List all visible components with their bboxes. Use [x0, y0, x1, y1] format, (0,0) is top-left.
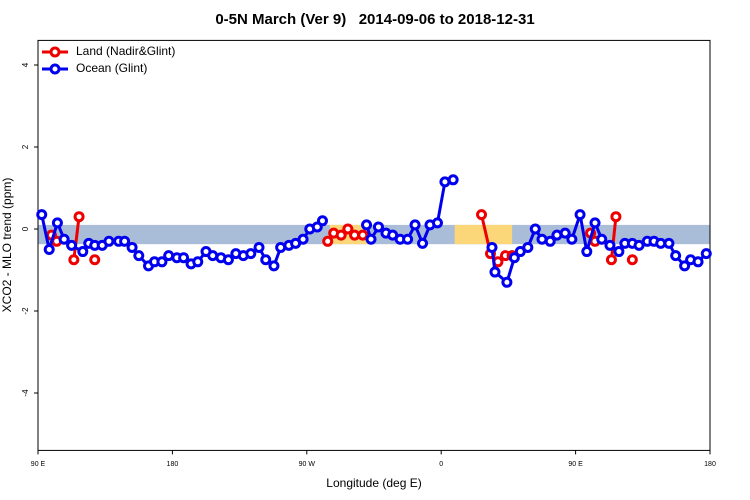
series-line — [609, 216, 618, 260]
data-point — [365, 233, 377, 245]
series-line — [72, 216, 81, 260]
data-point — [663, 237, 675, 249]
data-point — [610, 211, 622, 223]
chart-title: 0-5N March (Ver 9) 2014-09-06 to 2018-12… — [215, 11, 534, 28]
data-point — [335, 229, 347, 241]
data-point — [89, 254, 101, 266]
data-point — [679, 260, 691, 272]
data-point — [322, 235, 334, 247]
data-point — [409, 219, 421, 231]
y-tick-label: -2 — [21, 307, 30, 315]
data-point — [119, 235, 131, 247]
data-point — [43, 244, 55, 255]
data-point — [103, 235, 115, 247]
data-point — [192, 256, 204, 268]
data-point — [613, 246, 625, 258]
legend-marker — [49, 46, 61, 58]
data-point — [566, 233, 578, 245]
data-point — [574, 209, 586, 221]
data-point — [633, 239, 645, 251]
data-point — [447, 174, 459, 186]
x-tick-label: 180 — [704, 461, 716, 468]
data-point — [73, 211, 85, 223]
data-point — [245, 248, 257, 260]
y-tick-label: -4 — [21, 389, 30, 397]
data-point — [670, 250, 682, 262]
y-tick-label: 4 — [21, 62, 30, 67]
data-point — [357, 229, 369, 241]
legend-marker — [49, 63, 61, 75]
data-point — [581, 246, 593, 258]
data-point — [522, 241, 534, 253]
data-point — [342, 223, 354, 235]
data-point — [476, 209, 488, 221]
data-point — [431, 217, 443, 229]
data-point — [417, 237, 429, 249]
data-point — [222, 254, 234, 266]
data-point — [700, 248, 712, 260]
x-tick-label: 90 E — [31, 461, 46, 468]
data-point — [589, 217, 601, 229]
y-tick-label: 2 — [21, 144, 30, 149]
x-tick-label: 90 W — [299, 461, 316, 468]
data-point — [316, 215, 328, 227]
data-point — [372, 221, 384, 233]
legend-label: Ocean (Glint) — [76, 61, 147, 75]
data-point — [692, 256, 704, 268]
data-point — [559, 227, 571, 239]
data-point — [268, 260, 280, 272]
data-point — [605, 254, 617, 266]
data-point — [529, 223, 541, 235]
data-point — [68, 254, 80, 266]
data-point — [51, 217, 63, 229]
data-point — [508, 252, 520, 264]
region-band — [454, 224, 513, 245]
x-axis-label: Longitude (deg E) — [326, 476, 421, 490]
data-point — [361, 219, 373, 231]
data-point — [596, 233, 608, 245]
x-tick-label: 0 — [439, 461, 443, 468]
data-point — [36, 209, 48, 221]
data-point — [489, 266, 501, 278]
data-point — [253, 241, 265, 253]
data-point — [297, 233, 309, 245]
y-tick-label: 0 — [21, 226, 30, 231]
plot-frame — [37, 39, 711, 451]
y-axis-label: XCO2 - MLO trend (ppm) — [0, 178, 14, 313]
data-point — [486, 241, 498, 253]
data-point — [156, 256, 168, 268]
data-point — [501, 276, 513, 288]
data-point — [260, 254, 272, 266]
data-point — [77, 246, 89, 258]
data-point — [58, 233, 70, 245]
data-point — [626, 254, 638, 266]
data-point — [66, 239, 78, 251]
data-point — [133, 250, 145, 262]
data-point — [544, 235, 556, 247]
x-tick-label: 180 — [167, 461, 179, 468]
data-point — [178, 252, 190, 264]
data-point — [604, 239, 616, 251]
data-point — [126, 241, 138, 253]
data-point — [402, 233, 414, 245]
legend-label: Land (Nadir&Glint) — [76, 44, 175, 58]
x-tick-label: 90 E — [568, 461, 583, 468]
